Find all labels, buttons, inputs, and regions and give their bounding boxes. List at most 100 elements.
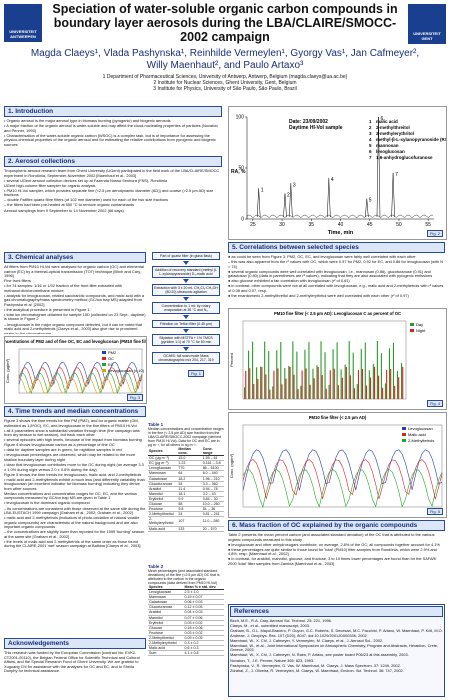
table-cell: Sum (148, 650, 184, 657)
arrow (183, 297, 189, 301)
series-line (18, 367, 143, 390)
table-cell: 24 (177, 511, 202, 518)
table-cell: 0.07 ± 0.06 (183, 615, 224, 621)
x-tick-label: 35 (309, 222, 315, 228)
bar-shape (304, 349, 306, 399)
peak (283, 193, 287, 218)
bar-shape (305, 368, 307, 399)
legend-label: Malic acid (408, 432, 426, 437)
bar-shape (316, 365, 318, 399)
section-heading: 6. Mass fraction of OC explained by the … (228, 520, 445, 531)
bar-shape (293, 374, 295, 399)
paragraph: Maenhaut, W., X. Chi, J. Cafmeyer, Y. Ve… (230, 637, 384, 643)
column-header: Conc. range (201, 447, 224, 457)
table-cell: 18.1 (177, 491, 202, 497)
bar-shape (300, 385, 302, 399)
table-row: Galactosan 18.2 1.96 – 210 (148, 476, 224, 482)
paragraph: ● in contrast, other compounds were not … (228, 283, 444, 293)
figure-label: Fig. 1 (188, 370, 205, 377)
poster-title: Speciation of water-soluble organic carb… (52, 2, 398, 44)
table-cell: 133 (177, 526, 202, 532)
bar-shape (352, 352, 354, 399)
paragraph: UGent high-volume filter sampler for org… (4, 182, 96, 188)
table-row: Erythritol 0.03 ± 0.02 (148, 620, 224, 626)
table-cell: 0.3 ± 0.2 (183, 640, 224, 647)
legend-number: 4 (369, 137, 372, 142)
arrow (183, 261, 189, 265)
series-line (18, 361, 143, 386)
paragraph: • the analytical procedure is presented … (4, 306, 90, 312)
table-cell: Mannosan (148, 594, 184, 601)
bar-shape (337, 385, 339, 399)
paragraph: This research was funded by the European… (4, 650, 140, 673)
table-cell: 0.19 ± 0.07 (183, 594, 224, 601)
table-cell: 6.0 – 440 (201, 470, 224, 477)
bar-shape (317, 366, 319, 399)
legend-label: Levoglucosan (x 10) (108, 368, 145, 373)
paragraph: Zdráhal, Z., J. Oliveira, R. Vermeylen, … (230, 667, 404, 673)
bar-shape (336, 342, 338, 399)
table-row: 2-Methylthreitol 24 0.81 – 241 (148, 511, 224, 518)
paragraph: – levoglucosan is the major organic comp… (4, 321, 142, 334)
figure: PM10 fine filter (< 2.5 µm AD): Levogluc… (228, 308, 447, 410)
table-cell: Malic acid (148, 645, 184, 652)
table-cell: 0.94 – 78 (201, 486, 224, 492)
table-cell: 2.5 ± 1.0 (183, 589, 224, 596)
bar-shape (361, 368, 364, 399)
legend-swatch (102, 363, 106, 366)
table-cell: 2-Methylthreitol (148, 511, 178, 518)
table-row: 2-Methylerythritol 0.3 ± 0.2 (148, 640, 224, 647)
figure-plot: PM10 fine filter (< 2.5 µm AD) Conc. (ng/… (229, 415, 443, 509)
header-row: Species Median conc. Conc. range (148, 447, 224, 457)
bar-shape (309, 384, 311, 399)
bar-shape (248, 350, 250, 399)
table-cell: 0.84 – 30 (201, 496, 224, 503)
x-axis-label: Time, min (328, 230, 354, 236)
x-tick-label: 55 (425, 222, 431, 228)
y-axis-label: Percent (229, 352, 234, 367)
paragraph: • several UGent aerosol collection devic… (4, 177, 168, 183)
paragraph: Maenhaut, W., et al., Joint Internationa… (230, 642, 439, 653)
table-row: Mannitol 0.07 ± 0.06 (148, 615, 224, 621)
flow-step: Concentration to 1 mL by rotary evaporat… (152, 302, 220, 314)
table-cell: Arabitol (148, 486, 178, 492)
bar-shape (394, 386, 396, 399)
x-tick-label: 25 (250, 222, 256, 228)
section: 5. Correlations between selected species… (228, 242, 445, 306)
bar-shape (388, 348, 390, 399)
bar-shape (390, 368, 392, 399)
bar-shape (380, 353, 382, 399)
table-cell: 11.4 (177, 486, 202, 492)
bar-shape (400, 363, 403, 399)
x-tick-label: 40 (338, 222, 344, 228)
bar-shape (244, 387, 246, 399)
legend-swatch (410, 329, 414, 332)
paragraph: Figure 5 shows the time trends for levog… (4, 471, 142, 477)
bar-shape (329, 370, 331, 399)
legend-label: levoglucosan (376, 149, 405, 154)
bar-shape (288, 365, 290, 399)
table-row: Glucofuranose 0.12 ± 0.05 (148, 604, 224, 611)
table-cell: Arabitol (148, 609, 184, 616)
table-cell: 107 (177, 516, 202, 527)
section-heading: References (230, 606, 443, 617)
bar-shape (333, 368, 335, 399)
table-cell: 4.1 ± 0.8 (183, 650, 224, 657)
table-caption: Median concentrations and concentration … (148, 427, 224, 447)
paragraph: – double Pallflex quartz fibre filters (… (4, 197, 169, 203)
section-heading: Acknowledgements (4, 638, 146, 649)
bar-shape (261, 366, 263, 399)
bar-shape (356, 384, 358, 399)
figure-title: PM10 fine filter (< 2.5 µm AD): Levogluc… (274, 311, 401, 316)
legend-number: 2 (369, 125, 372, 130)
table-cell: 0.6 ± 0.3 (183, 645, 224, 652)
table-cell: 86 – 6100 (201, 465, 224, 472)
table-cell: Glucose (148, 625, 184, 631)
table-row: Glucose 0.18 ± 0.06 (148, 625, 224, 631)
column-header: Median conc. (177, 447, 202, 457)
bar-shape (320, 341, 322, 399)
affiliation: 1 Department of Pharmaceutical Sciences,… (102, 74, 348, 80)
baseline (246, 214, 434, 219)
y-tick-label: 100 (236, 115, 245, 121)
bar-shape (368, 370, 370, 399)
